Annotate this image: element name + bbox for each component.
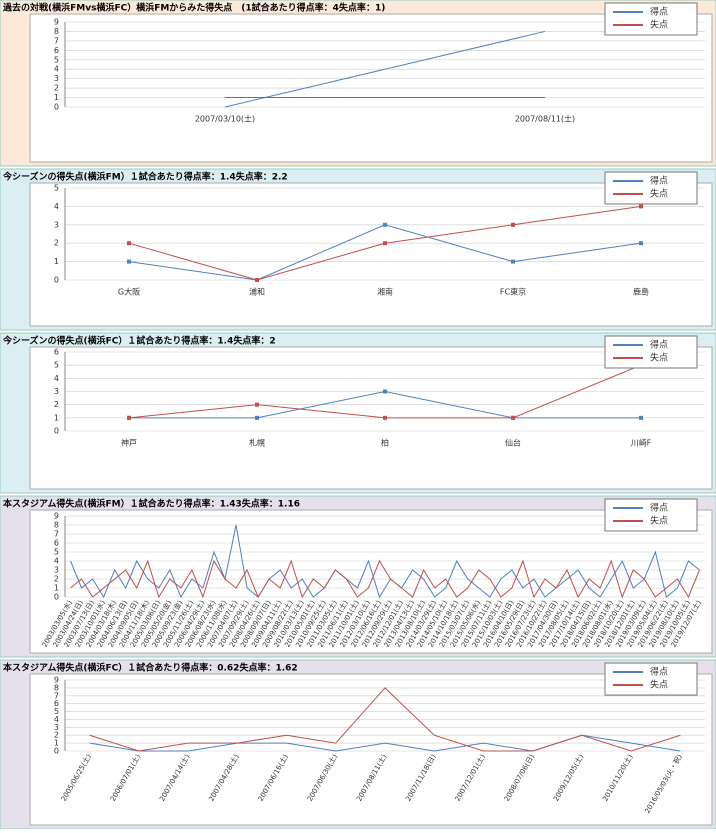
x-tick-label: 川崎F	[631, 438, 652, 448]
x-tick-label: 鹿島	[633, 287, 649, 297]
legend-label: 失点	[650, 188, 668, 200]
series-line	[70, 559, 700, 599]
legend-label: 失点	[650, 515, 668, 527]
legend-label: 得点	[650, 666, 668, 678]
y-tick-label: 6	[54, 348, 59, 357]
series-line	[89, 687, 681, 752]
legend-label: 得点	[650, 6, 668, 18]
chart-title: 本スタジアム得失点(横浜FC）１試合あたり得点率：0.62失点率：1.62	[3, 662, 298, 674]
chart-title: 本スタジアム得失点(横浜FM）１試合あたり得点率：1.43失点率：1.16	[3, 498, 300, 510]
marker	[511, 222, 515, 227]
x-tick-label: 仙台	[505, 438, 521, 448]
y-tick-label: 2	[54, 400, 59, 409]
legend	[604, 2, 698, 36]
marker	[255, 415, 259, 420]
y-tick-label: 7	[54, 691, 59, 700]
y-tick-label: 0	[54, 747, 59, 756]
legend	[604, 498, 698, 532]
y-tick-label: 0	[54, 103, 59, 112]
x-tick-label: 浦和	[249, 287, 265, 297]
marker	[383, 415, 387, 420]
y-tick-label: 2	[54, 731, 59, 740]
y-tick-label: 3	[54, 220, 59, 229]
legend	[604, 171, 698, 205]
y-tick-label: 3	[54, 74, 59, 83]
y-tick-label: 4	[54, 557, 59, 566]
marker	[255, 402, 259, 407]
legend-label: 得点	[650, 175, 668, 187]
y-tick-label: 3	[54, 723, 59, 732]
y-tick-label: 1	[54, 93, 59, 102]
y-tick-label: 8	[54, 27, 59, 36]
marker	[255, 278, 259, 282]
y-tick-label: 3	[54, 566, 59, 575]
series-line	[224, 30, 546, 108]
x-tick-label: 2007/08/11(土)	[515, 114, 575, 124]
y-tick-label: 9	[54, 18, 59, 27]
marker	[639, 204, 643, 209]
y-tick-label: 2	[54, 239, 59, 248]
legend-label: 失点	[650, 679, 668, 691]
y-tick-label: 6	[54, 539, 59, 548]
x-tick-label: FC東京	[500, 287, 526, 297]
marker	[127, 259, 131, 264]
legend	[604, 335, 698, 369]
y-tick-label: 6	[54, 699, 59, 708]
marker	[511, 259, 515, 264]
x-tick-label: 神戸	[121, 438, 137, 448]
y-tick-label: 5	[54, 548, 59, 557]
y-tick-label: 2	[54, 575, 59, 584]
legend	[604, 662, 698, 696]
y-tick-label: 4	[54, 65, 59, 74]
y-tick-label: 5	[54, 55, 59, 64]
marker	[383, 241, 387, 246]
y-tick-label: 5	[54, 707, 59, 716]
marker	[511, 415, 515, 420]
chart-area	[29, 673, 713, 826]
y-tick-label: 9	[54, 512, 59, 521]
y-tick-label: 1	[54, 413, 59, 422]
y-tick-label: 7	[54, 36, 59, 45]
legend-label: 失点	[650, 352, 668, 364]
legend-label: 失点	[650, 19, 668, 31]
y-tick-label: 6	[54, 46, 59, 55]
legend-label: 得点	[650, 502, 668, 514]
y-tick-label: 4	[54, 374, 59, 383]
marker	[639, 241, 643, 246]
chart-title: 今シーズンの得失点(横浜FM）１試合あたり得点率：1.4失点率：2.2	[2, 171, 288, 183]
chart-area	[29, 182, 713, 327]
y-tick-label: 5	[54, 361, 59, 370]
x-tick-label: 札幌	[249, 438, 265, 448]
chart-title: 今シーズンの得失点(横浜FC）１試合あたり得点率：1.4失点率：2	[2, 335, 276, 347]
y-tick-label: 0	[54, 427, 59, 436]
y-tick-label: 2	[54, 84, 59, 93]
y-tick-label: 4	[54, 202, 59, 211]
marker	[639, 415, 643, 420]
y-tick-label: 1	[54, 584, 59, 593]
x-tick-label: 2007/03/10(土)	[195, 114, 255, 124]
y-tick-label: 8	[54, 683, 59, 692]
y-tick-label: 1	[54, 739, 59, 748]
legend-label: 得点	[650, 339, 668, 351]
y-tick-label: 3	[54, 387, 59, 396]
chart-title: 過去の対戦(横浜FMvs横浜FC）横浜FMからみた得失点 (1試合あたり得点率：…	[2, 2, 385, 14]
x-tick-label: G大阪	[118, 287, 140, 297]
y-tick-label: 4	[54, 715, 59, 724]
marker	[383, 389, 387, 394]
x-tick-label: 柏	[381, 438, 389, 448]
marker	[383, 222, 387, 227]
y-tick-label: 0	[54, 593, 59, 602]
y-tick-label: 8	[54, 521, 59, 530]
y-tick-label: 0	[54, 276, 59, 285]
x-tick-label: 湘南	[377, 287, 393, 297]
y-tick-label: 7	[54, 530, 59, 539]
marker	[127, 241, 131, 246]
y-tick-label: 5	[54, 184, 59, 193]
y-tick-label: 1	[54, 257, 59, 266]
y-tick-label: 9	[54, 676, 59, 685]
marker	[127, 415, 131, 420]
